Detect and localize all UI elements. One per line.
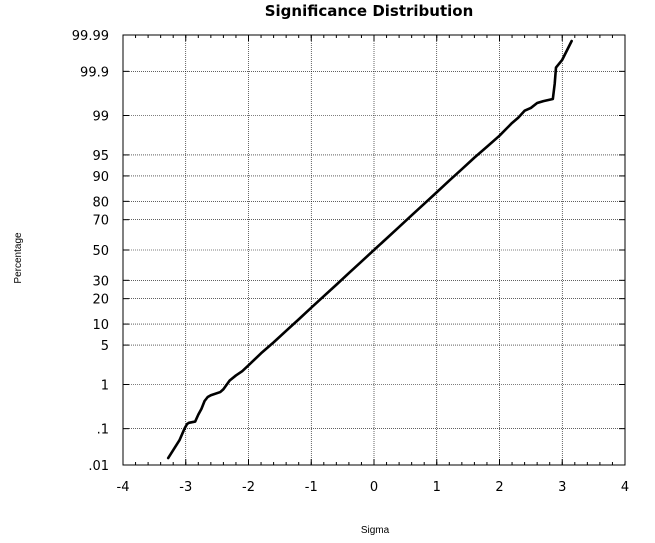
- y-axis-label: Percentage: [13, 232, 24, 284]
- y-tick-label: 1: [101, 378, 109, 393]
- x-tick-label: -2: [242, 480, 255, 495]
- x-tick-label: 2: [495, 480, 503, 495]
- x-tick-label: 3: [558, 480, 566, 495]
- y-tick-label: 10: [92, 318, 109, 333]
- y-tick-label: .1: [97, 423, 109, 438]
- series-layer: [166, 39, 573, 460]
- series-line-0: [166, 39, 573, 460]
- y-tick-label: 30: [92, 274, 109, 289]
- y-tick-label: 99: [92, 110, 109, 125]
- x-tick-label: 4: [621, 480, 629, 495]
- plot-frame: [122, 34, 626, 466]
- y-tick-labels: .01 .1 1 5 10 20 30 50 70 80 90 95 99 99.9 99.99: [72, 29, 109, 474]
- y-tick-label: 90: [92, 170, 109, 185]
- x-tick-label: -3: [179, 480, 192, 495]
- y-tick-label: 80: [92, 195, 109, 210]
- y-tick-label: 70: [92, 214, 109, 229]
- chart-title: Significance Distribution: [265, 2, 474, 20]
- y-tick-label: 20: [92, 293, 109, 308]
- x-tick-label: 0: [370, 480, 378, 495]
- y-tick-label: 5: [101, 339, 109, 354]
- y-tick-label: 50: [92, 244, 109, 259]
- x-tick-labels: -4 -3 -2 -1 0 1 2 3 4: [117, 480, 630, 495]
- y-tick-label: 95: [92, 149, 109, 164]
- x-axis-label: Sigma: [361, 525, 390, 536]
- x-tick-label: -1: [305, 480, 318, 495]
- x-tick-label: -4: [117, 480, 130, 495]
- y-tick-label: 99.9: [80, 65, 109, 80]
- x-tick-label: 1: [433, 480, 441, 495]
- y-tick-label: .01: [88, 459, 109, 474]
- y-tick-label: 99.99: [72, 29, 109, 44]
